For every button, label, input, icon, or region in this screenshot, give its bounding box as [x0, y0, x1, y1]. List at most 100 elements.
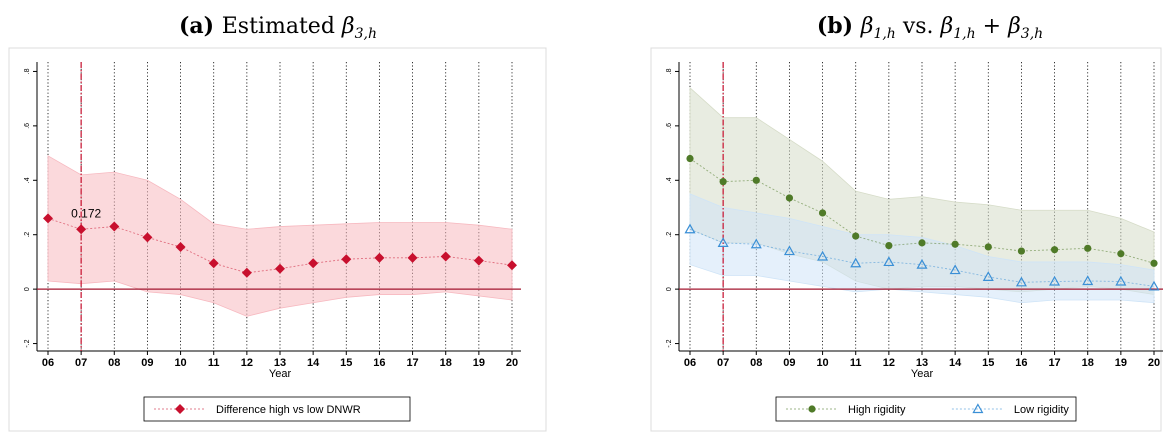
title-prefix: (b): [817, 13, 861, 39]
title-beta: β: [940, 14, 954, 39]
data-point: [1150, 259, 1158, 267]
ci-band: [47, 155, 513, 317]
y-tick-label: .2: [666, 232, 673, 238]
x-tick-label: 19: [473, 357, 485, 369]
x-tick-label: 14: [307, 357, 320, 369]
x-tick-label: 11: [850, 357, 862, 369]
chart-title: (a) Estimated β3,h: [179, 13, 377, 42]
panel-b: (b) β1,h vs. β1,h + β3,h-.20.2.4.6.806 07…: [650, 13, 1163, 432]
y-tick-label: 0: [24, 287, 31, 291]
legend-box: [143, 396, 411, 422]
x-tick-label: 11: [208, 357, 220, 369]
data-point: [308, 258, 319, 269]
title-space: [896, 14, 903, 39]
x-tick-label: 10: [816, 357, 828, 369]
data-point: [817, 250, 829, 261]
x-tick-label: 14: [949, 357, 962, 369]
x-tick-label: 12: [883, 357, 895, 369]
legend-label: Difference high vs low DNWR: [216, 404, 361, 416]
data-point: [1148, 280, 1160, 291]
title-token: vs.: [902, 14, 941, 39]
data-point: [783, 245, 795, 256]
data-point: [374, 252, 385, 263]
legend-label: Low rigidity: [1014, 404, 1070, 416]
legend-marker: [808, 405, 816, 413]
data-point: [109, 221, 120, 232]
x-tick-label: 06: [42, 357, 54, 369]
data-point: [916, 258, 928, 269]
x-tick-label: 16: [373, 357, 385, 369]
y-tick-label: -.2: [666, 339, 673, 347]
data-point: [949, 264, 961, 275]
data-point: [341, 254, 352, 265]
data-point: [142, 232, 153, 243]
x-tick-label: 15: [340, 357, 352, 369]
data-point: [951, 240, 959, 248]
x-tick-label: 07: [75, 357, 87, 369]
data-point: [1050, 246, 1059, 254]
legend-label: High rigidity: [848, 404, 906, 416]
x-tick-label: 20: [1148, 357, 1160, 369]
data-point: [507, 260, 517, 271]
data-point: [1049, 275, 1061, 286]
x-tick-label: 06: [684, 357, 696, 369]
x-tick-label: 08: [108, 357, 120, 369]
data-point: [275, 263, 285, 274]
data-point: [883, 256, 895, 267]
x-tick-label: 10: [174, 357, 186, 369]
x-tick-label: 17: [1048, 357, 1060, 369]
data-point: [43, 213, 53, 224]
data-point: [1017, 247, 1026, 255]
chart-title: (b) β1,h vs. β1,h + β3,h: [817, 13, 1043, 42]
title-beta: β: [1007, 14, 1021, 39]
y-tick-label: 0: [666, 287, 673, 291]
data-point: [208, 258, 219, 269]
title-beta: β: [341, 14, 355, 39]
data-point: [750, 238, 762, 249]
title-token: +: [983, 14, 1008, 39]
y-tick-label: .6: [666, 123, 673, 129]
title-subscript: 1,h: [873, 26, 895, 42]
title-subscript: 3,h: [1021, 26, 1043, 42]
x-tick-label: 18: [1082, 357, 1094, 369]
data-point: [684, 223, 696, 234]
title-text: Estimated: [222, 14, 342, 39]
x-tick-label: 12: [241, 357, 253, 369]
data-point: [719, 178, 727, 186]
x-tick-label: 09: [141, 357, 153, 369]
data-point: [1115, 275, 1127, 286]
legend-marker: [175, 404, 185, 414]
x-tick-label: 20: [506, 357, 518, 369]
title-space: [976, 14, 983, 39]
data-point: [241, 267, 252, 278]
x-tick-label: 19: [1115, 357, 1127, 369]
x-axis-label: Year: [269, 368, 292, 380]
data-point: [686, 154, 694, 163]
data-point: [885, 241, 893, 250]
data-point: [818, 209, 827, 217]
series-line: [689, 228, 1155, 287]
title-beta: β: [860, 14, 874, 39]
data-point: [852, 232, 860, 240]
y-tick-label: .4: [666, 177, 673, 183]
y-tick-label: .6: [24, 123, 31, 129]
x-tick-label: 18: [440, 357, 452, 369]
y-tick-label: -.2: [24, 339, 31, 347]
data-point: [984, 243, 992, 251]
data-point: [918, 239, 926, 247]
data-point: [752, 176, 760, 184]
data-point: [76, 224, 87, 235]
series-line: [47, 217, 513, 274]
data-point: [407, 252, 418, 263]
data-label: 0.172: [71, 206, 101, 220]
x-tick-label: 09: [783, 357, 795, 369]
legend-marker: [972, 403, 984, 414]
y-tick-label: .8: [666, 68, 673, 74]
x-tick-label: 08: [750, 357, 762, 369]
data-point: [1082, 275, 1094, 286]
x-axis-label: Year: [911, 368, 934, 380]
title-prefix: (a): [179, 13, 222, 39]
data-point: [717, 237, 729, 247]
data-point: [850, 257, 862, 268]
